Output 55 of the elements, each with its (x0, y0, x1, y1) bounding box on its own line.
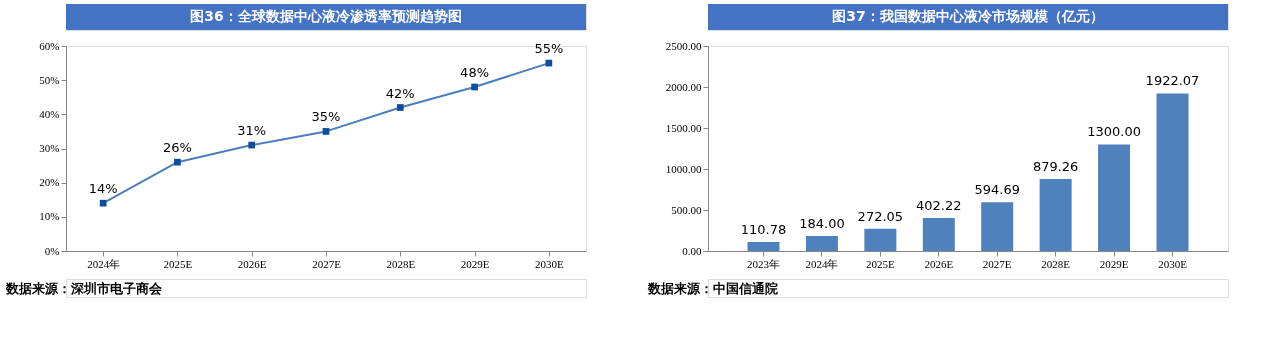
data-label: 26% (162, 140, 192, 156)
x-tick-label: 2026E (237, 257, 267, 270)
x-tick-label: 2025E (865, 257, 895, 270)
bar (805, 235, 838, 251)
bar (747, 241, 780, 251)
x-tick-label: 2029E (460, 257, 490, 270)
data-label: 1922.07 (1145, 73, 1200, 89)
data-label: 272.05 (857, 208, 904, 224)
chart-title: 图37：我国数据中心液冷市场规模（亿元） (832, 8, 1104, 24)
bar (981, 202, 1014, 251)
x-tick-label: 2028E (386, 257, 416, 270)
source-note: 数据来源：深圳市电子商会 (5, 281, 163, 296)
bar (1156, 93, 1189, 251)
x-tick-label: 2029E (1099, 257, 1129, 270)
y-tick-label: 0% (44, 244, 60, 257)
y-tick-label: 20% (39, 176, 60, 189)
y-tick-label: 1500.00 (665, 121, 702, 134)
bar (864, 228, 897, 251)
data-label: 1300.00 (1087, 124, 1141, 140)
x-tick-label: 2027E (982, 257, 1012, 270)
y-tick-label: 40% (39, 107, 60, 120)
chart-title: 图36：全球数据中心液冷渗透率预测趋势图 (190, 8, 462, 24)
data-label: 48% (460, 65, 490, 80)
y-tick-label: 50% (39, 73, 60, 86)
x-tick-label: 2026E (924, 257, 954, 270)
y-tick-label: 2000.00 (665, 80, 702, 93)
y-tick-label: 1000.00 (665, 162, 702, 175)
source-note: 数据来源：中国信通院 (647, 281, 778, 296)
data-label: 594.69 (974, 182, 1020, 198)
y-tick-label: 10% (39, 210, 60, 223)
data-label: 31% (237, 123, 267, 139)
y-tick-label: 30% (39, 142, 60, 154)
y-tick-label: 60% (39, 39, 60, 52)
data-label: 402.22 (916, 198, 962, 214)
x-tick-label: 2025E (163, 257, 193, 270)
x-tick-label: 2027E (312, 257, 342, 270)
data-label: 55% (534, 41, 564, 57)
bar (1039, 178, 1072, 251)
x-tick-label: 2024年 (805, 257, 839, 270)
x-tick-label: 2028E (1041, 257, 1071, 270)
data-label: 110.78 (740, 221, 787, 237)
data-label: 879.26 (1032, 158, 1079, 174)
data-label: 35% (311, 109, 341, 125)
data-label: 42% (385, 85, 415, 101)
x-tick-label: 2024年 (87, 257, 121, 270)
data-label: 14% (88, 181, 118, 197)
y-tick-label: 500.00 (671, 203, 702, 216)
y-tick-label: 2500.00 (665, 39, 702, 52)
data-label: 184.00 (799, 215, 845, 231)
x-tick-label: 2030E (534, 257, 564, 270)
bar (1098, 144, 1131, 251)
x-tick-label: 2030E (1158, 257, 1188, 270)
x-tick-label: 2023年 (747, 257, 781, 270)
y-tick-label: 0.00 (682, 244, 702, 257)
bar (922, 218, 955, 251)
